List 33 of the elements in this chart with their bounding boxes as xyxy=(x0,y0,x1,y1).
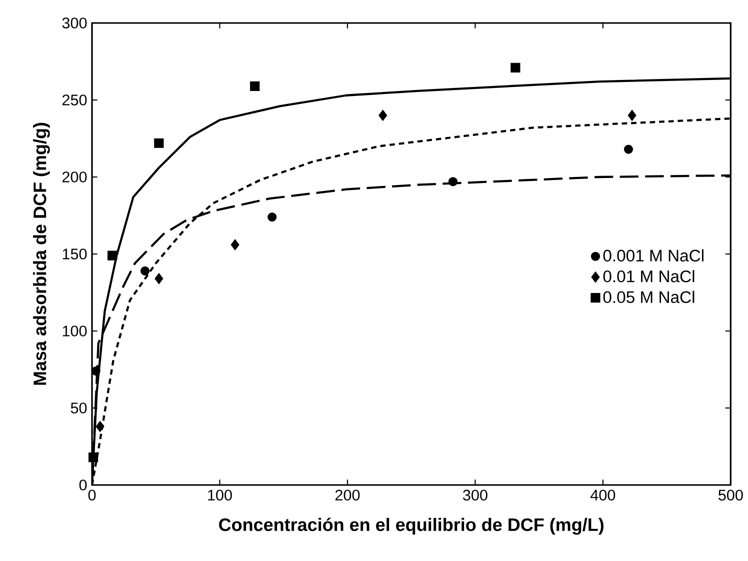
y-tick-label: 250 xyxy=(62,94,87,106)
y-tick-label: 150 xyxy=(62,248,87,260)
point xyxy=(624,144,634,154)
point xyxy=(378,110,388,121)
x-tick-label: 500 xyxy=(718,490,743,501)
x-tick-label: 100 xyxy=(208,490,232,501)
point xyxy=(91,366,100,376)
point xyxy=(154,138,164,148)
point xyxy=(96,420,104,432)
x-tick-label: 400 xyxy=(590,490,616,501)
point xyxy=(108,250,118,260)
point xyxy=(230,239,240,250)
point xyxy=(250,81,260,91)
point xyxy=(510,62,520,72)
legend-label: 0.05 M NaCl xyxy=(603,290,694,304)
y-tick-label: 300 xyxy=(62,18,87,28)
y-axis-title: Masa adsorbida de DCF (mg/g) xyxy=(33,122,50,385)
legend-label: 0.001 M NaCl xyxy=(603,249,704,262)
point xyxy=(268,212,277,222)
x-tick-label: 300 xyxy=(463,490,488,501)
point xyxy=(154,273,164,284)
y-tick-label: 50 xyxy=(70,402,87,414)
x-tick-label: 200 xyxy=(335,490,360,501)
y-tick-label: 0 xyxy=(79,480,87,490)
y-tick-label: 200 xyxy=(62,172,87,182)
point xyxy=(88,452,98,462)
point xyxy=(448,177,458,186)
x-tick-label: 0 xyxy=(88,490,96,501)
point xyxy=(628,110,636,121)
y-tick-label: 100 xyxy=(62,326,87,336)
point xyxy=(140,266,150,276)
x-axis-title: Concentración en el equilibrio de DCF (mg/L) xyxy=(219,518,604,535)
legend-label: 0.01 M NaCl xyxy=(603,270,694,282)
